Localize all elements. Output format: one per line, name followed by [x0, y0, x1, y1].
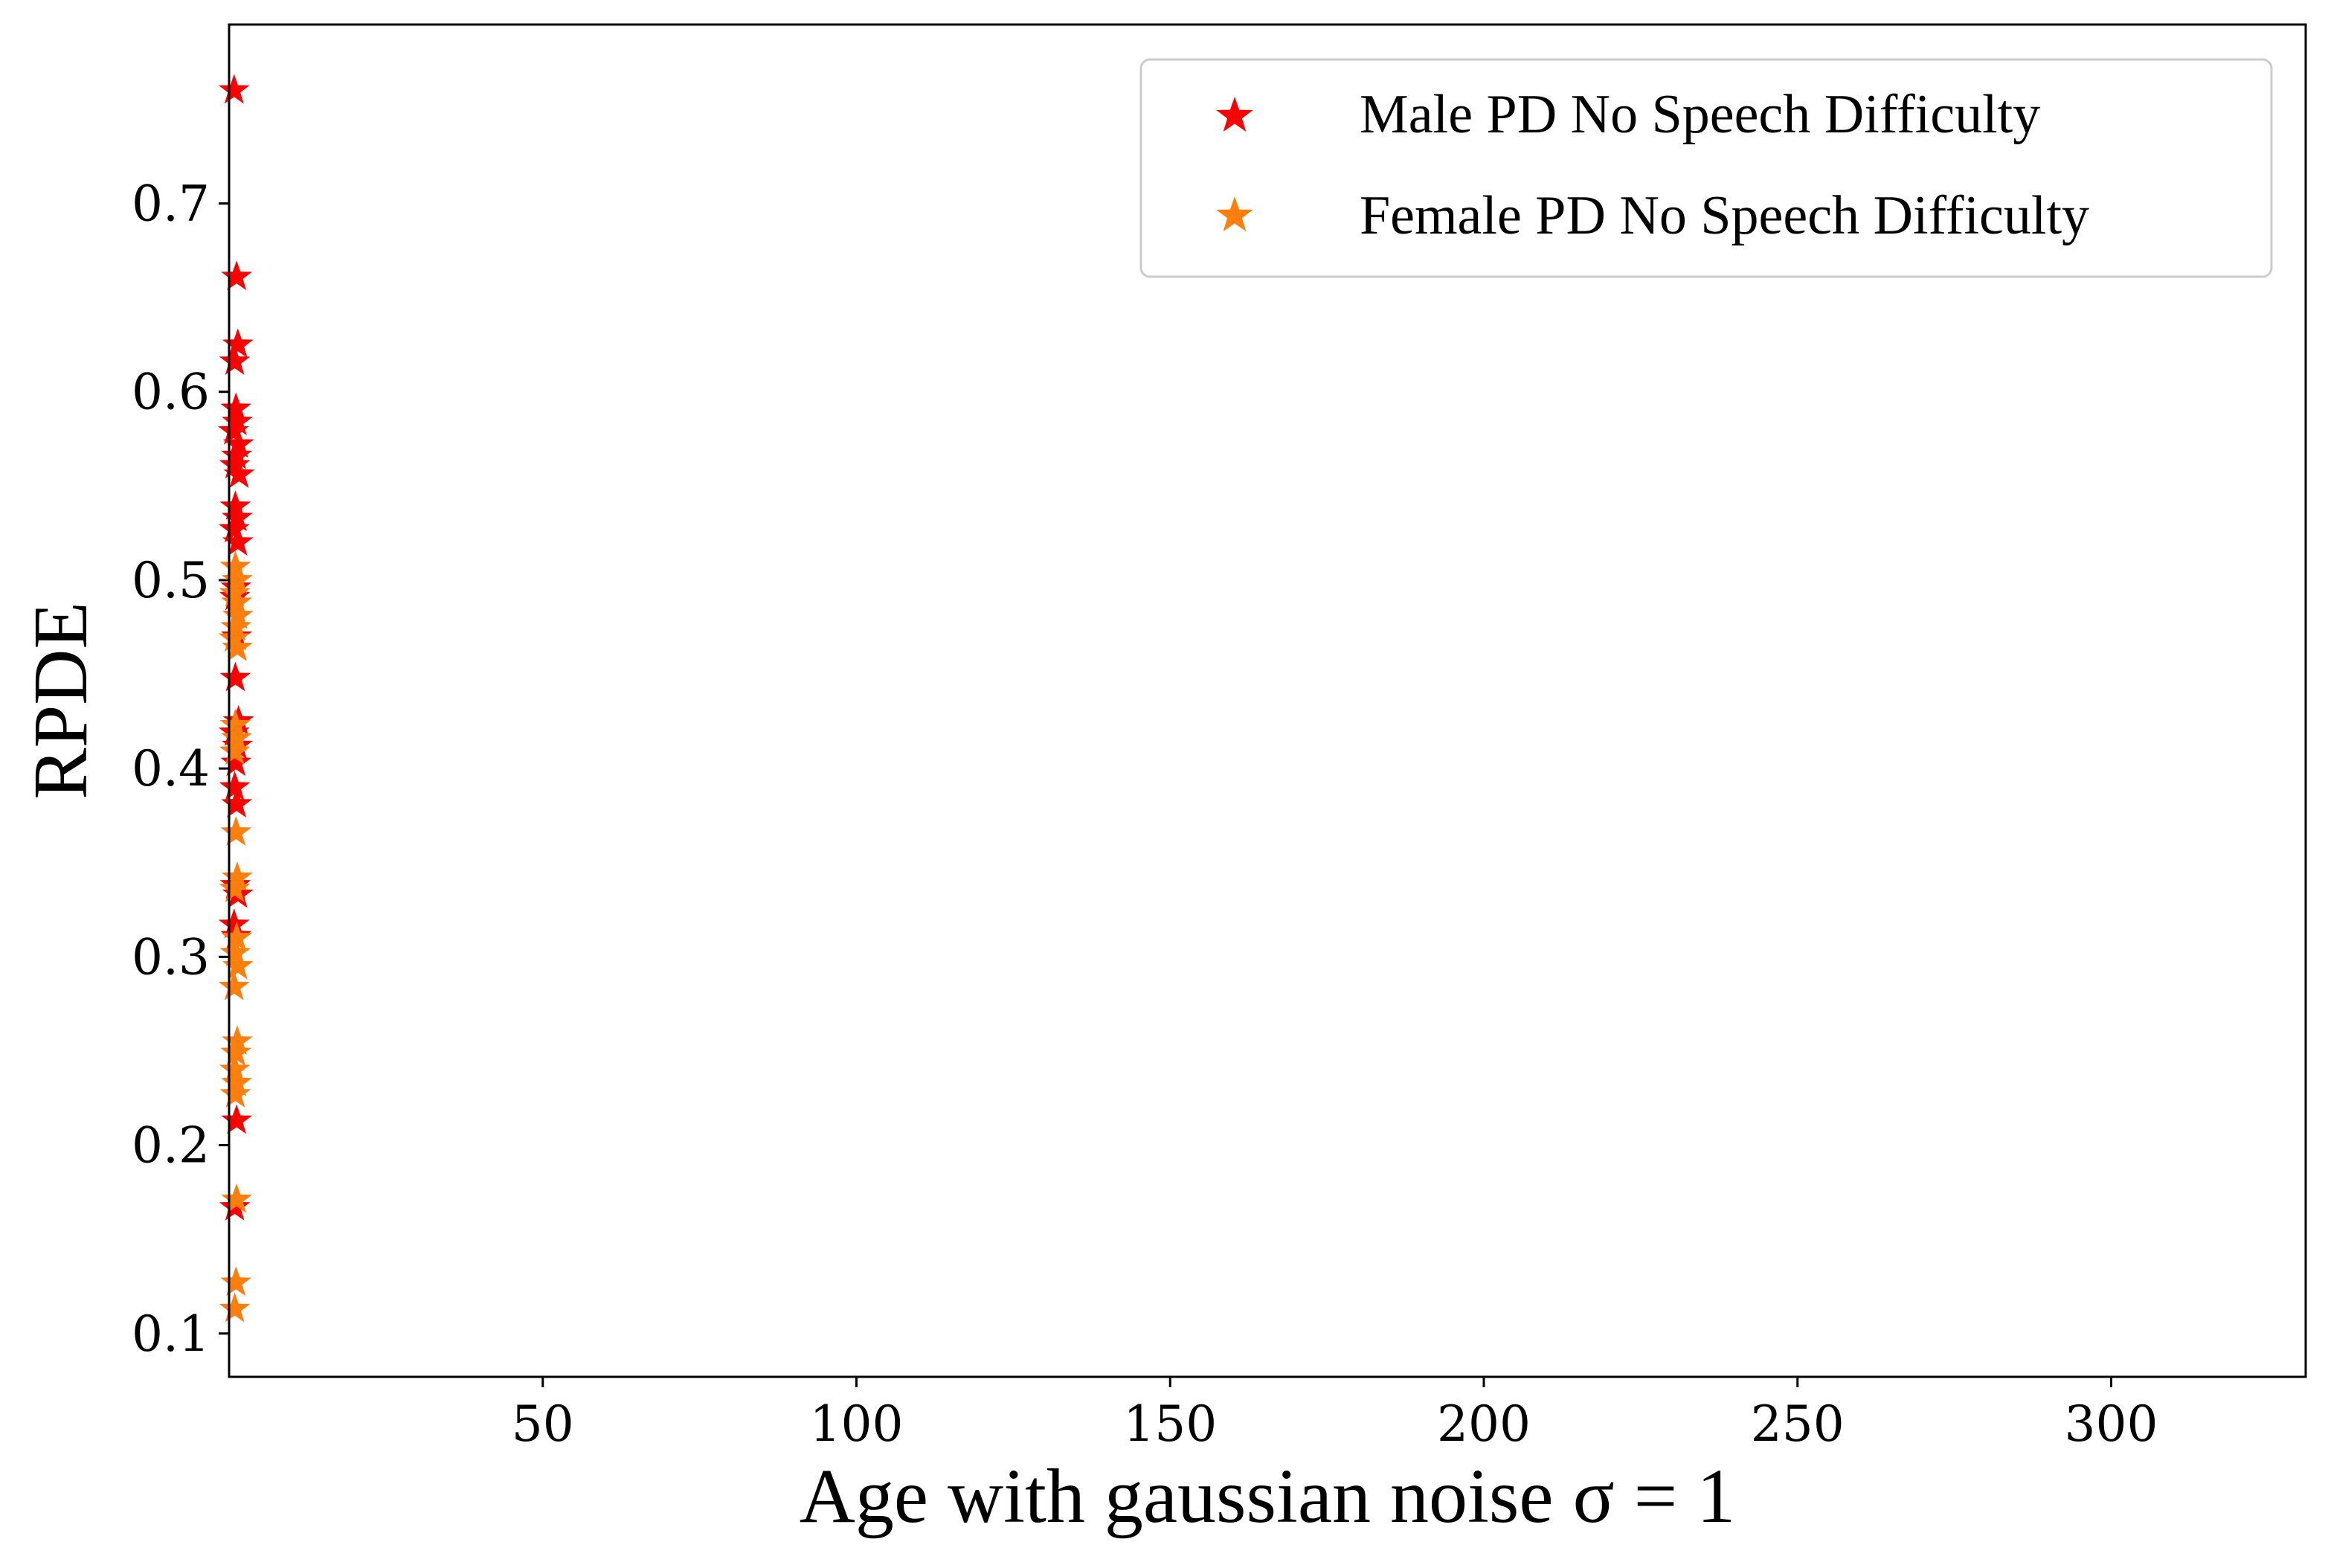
male-data-point [218, 908, 250, 939]
female-data-point [219, 735, 251, 765]
male-data-point [219, 490, 251, 520]
female-data-point [221, 1183, 252, 1213]
y-tick-label: 0.6 [132, 364, 210, 421]
female-data-point [218, 970, 250, 1000]
x-tick-label: 200 [1437, 1395, 1531, 1453]
y-tick-label: 0.2 [132, 1117, 210, 1175]
male-data-point [221, 260, 252, 291]
data-markers [218, 74, 255, 1323]
male-data-point [222, 328, 254, 359]
female-data-point [222, 600, 254, 629]
male-data-point [220, 392, 252, 422]
male-data-point [222, 428, 254, 458]
female-data-point [219, 936, 251, 967]
x-tick-label: 50 [512, 1395, 574, 1453]
male-data-point [219, 449, 251, 479]
male-data-point [220, 746, 252, 777]
female-data-point [222, 861, 253, 891]
male-data-point [223, 458, 255, 488]
x-axis-ticks: 50 100 150 200 250 300 [512, 1377, 2158, 1453]
y-tick-label: 0.7 [132, 176, 210, 233]
male-data-point [218, 513, 250, 543]
y-axis-ticks: 0.1 0.2 0.3 0.4 0.5 0.6 0.7 [132, 176, 229, 1363]
female-data-point [220, 1266, 252, 1297]
y-tick-label: 0.3 [132, 928, 210, 986]
female-data-point [219, 550, 251, 580]
x-axis-label: Age with gaussian noise σ = 1 [800, 1453, 1736, 1539]
legend-box [1139, 58, 2273, 278]
legend-marker-female [1216, 196, 1253, 231]
male-data-point [219, 771, 251, 801]
female-data-point [219, 873, 251, 902]
y-tick-label: 0.1 [132, 1305, 210, 1363]
y-axis-label: RPDE [18, 602, 103, 800]
female-data-point [220, 1036, 252, 1067]
female-data-point [222, 950, 254, 980]
x-tick-label: 250 [1751, 1395, 1845, 1453]
male-data-point [221, 788, 252, 818]
y-tick-label: 0.5 [132, 552, 210, 609]
female-data-point [221, 922, 252, 951]
x-tick-label: 150 [1123, 1395, 1217, 1453]
female-data-point [220, 611, 252, 640]
female-data-point [220, 816, 252, 846]
male-data-point [218, 74, 250, 104]
male-data-point [222, 405, 253, 436]
female-data-point [221, 1067, 252, 1096]
female-data-point [218, 622, 250, 652]
male-data-point [219, 345, 251, 375]
legend-marker-male [1216, 97, 1253, 132]
female-data-point [219, 1053, 251, 1084]
female-data-point [221, 722, 252, 752]
female-data-point [222, 632, 253, 661]
legend-label-female: Female PD No Speech Difficulty [1360, 185, 2089, 246]
female-data-point [222, 563, 253, 594]
plot-frame [228, 23, 2307, 1378]
female-data-point [222, 1025, 253, 1055]
female-data-point [219, 1292, 251, 1323]
male-data-point [219, 661, 251, 692]
male-data-point [221, 1104, 252, 1134]
female-data-point [221, 586, 252, 617]
legend-label-male: Male PD No Speech Difficulty [1360, 84, 2040, 145]
legend: Male PD No Speech Difficulty Female PD N… [1139, 58, 2273, 278]
male-data-point [222, 501, 253, 532]
female-data-point [219, 1078, 251, 1108]
female-data-point [219, 708, 251, 739]
male-data-point [222, 526, 254, 556]
y-tick-label: 0.4 [132, 740, 210, 797]
x-tick-label: 300 [2065, 1395, 2158, 1453]
male-data-point [218, 414, 249, 445]
x-tick-label: 100 [810, 1395, 904, 1453]
